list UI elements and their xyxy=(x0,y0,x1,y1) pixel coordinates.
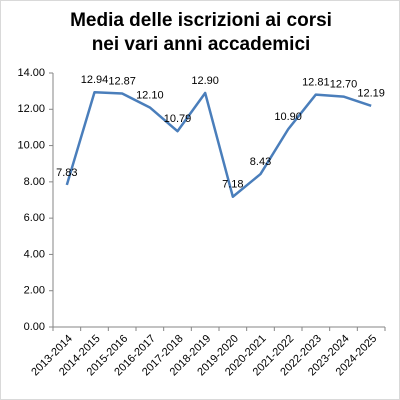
line xyxy=(65,90,372,198)
data-label: 12.87 xyxy=(108,75,136,87)
y-tick-label: 2.00 xyxy=(24,285,45,297)
data-label: 12.70 xyxy=(330,78,358,90)
data-label: 8.43 xyxy=(250,156,271,168)
data-label: 7.83 xyxy=(56,167,77,179)
data-label: 12.81 xyxy=(302,76,330,88)
data-label: 12.10 xyxy=(136,89,164,101)
data-label: 10.90 xyxy=(274,111,302,123)
data-label: 10.79 xyxy=(164,113,192,125)
data-label: 7.18 xyxy=(222,179,243,191)
y-tick-label: 0.00 xyxy=(24,321,45,333)
y-tick-label: 6.00 xyxy=(24,212,45,224)
y-tick-label: 8.00 xyxy=(24,176,45,188)
data-label: 12.94 xyxy=(81,74,109,86)
y-tick-label: 12.00 xyxy=(17,103,45,115)
data-label: 12.90 xyxy=(191,75,219,87)
data-label: 12.19 xyxy=(357,88,385,100)
y-tick-label: 4.00 xyxy=(24,248,45,260)
y-tick-label: 14.00 xyxy=(17,67,45,79)
y-tick-label: 10.00 xyxy=(17,139,45,151)
chart-title: Media delle iscrizioni ai corsi nei vari… xyxy=(70,10,332,55)
